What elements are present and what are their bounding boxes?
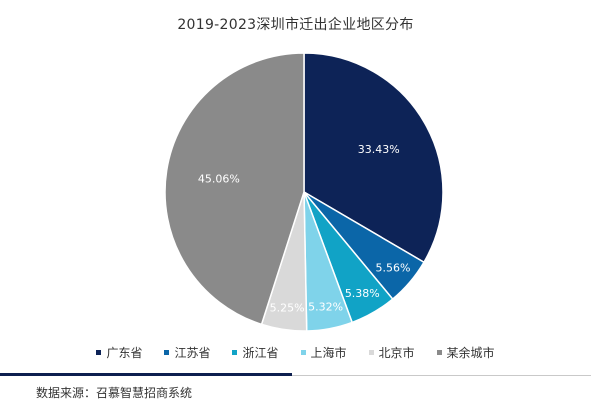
legend-swatch [164, 350, 170, 355]
source-note: 数据来源：召慕智慧招商系统 [36, 386, 193, 400]
legend-item-4: 上海市 [300, 344, 347, 361]
pie-label-1: 33.43% [358, 143, 400, 156]
legend-label: 江苏省 [174, 346, 211, 360]
legend-label: 浙江省 [242, 346, 279, 360]
legend-item-2: 江苏省 [164, 344, 210, 361]
pie-slices [164, 52, 444, 332]
pie-slice-6 [164, 52, 305, 326]
legend-item-5: 北京市 [368, 344, 415, 361]
footer-rule-dark [0, 373, 292, 376]
pie-slice-1 [303, 52, 444, 264]
pie-label-2: 5.56% [375, 262, 410, 275]
legend-label: 上海市 [310, 346, 347, 360]
legend-label: 广东省 [106, 346, 143, 360]
legend-swatch [368, 350, 374, 355]
pie-label-3: 5.38% [345, 287, 380, 300]
footer-rule-light [292, 374, 591, 376]
legend: 广东省 江苏省 浙江省 上海市 北京市 某余城市 [0, 344, 591, 361]
pie-chart: 33.43% 5.56% 5.38%5.32%5.25% 45.06% [164, 52, 444, 332]
legend-item-3: 浙江省 [232, 344, 279, 361]
pie-label-4: 5.32% [308, 301, 343, 314]
pie-label-6: 45.06% [198, 173, 240, 186]
pie-label-5: 5.25% [270, 302, 305, 315]
legend-swatch [436, 350, 442, 355]
legend-swatch [232, 350, 238, 355]
legend-item-6: 某余城市 [436, 344, 495, 361]
legend-item-1: 广东省 [96, 344, 142, 361]
legend-label: 某余城市 [446, 346, 495, 360]
pie-labels: 33.43% 5.56% 5.38%5.32%5.25% 45.06% [198, 143, 411, 314]
legend-swatch [300, 350, 306, 355]
legend-swatch [96, 350, 102, 355]
legend-label: 北京市 [378, 346, 415, 360]
chart-title: 2019-2023深圳市迁出企业地区分布 [177, 17, 414, 33]
